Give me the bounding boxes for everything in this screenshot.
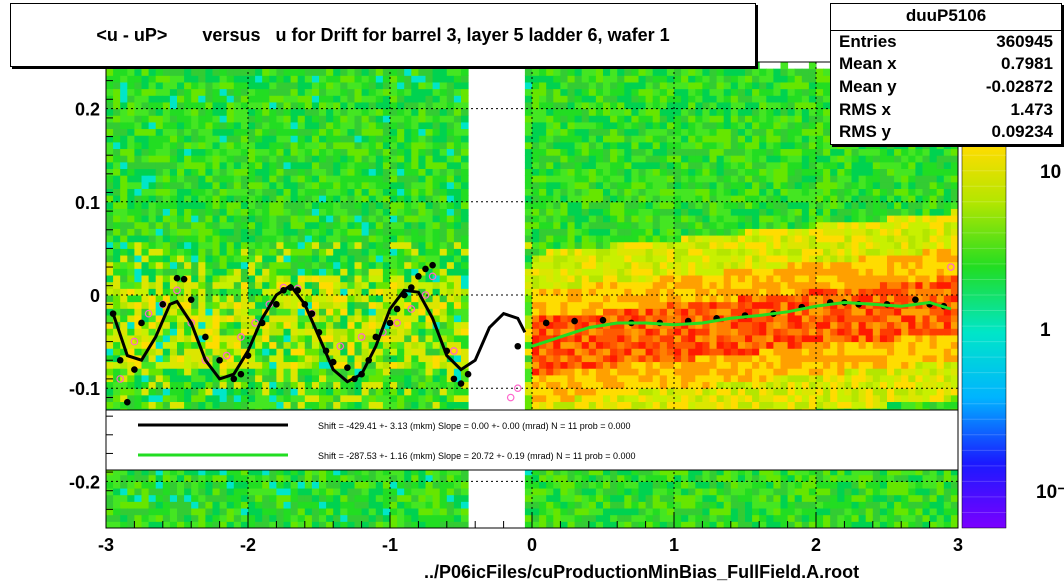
open-marker	[506, 393, 515, 402]
colorbar-bands	[962, 77, 1006, 513]
stats-title: duuP5106	[831, 6, 1061, 31]
profile-marker	[571, 317, 578, 325]
fit-legend-box	[105, 409, 959, 471]
open-marker	[144, 309, 153, 318]
profile-marker	[542, 319, 550, 327]
stats-box: duuP5106 Entries 360945 Mean x 0.7981 Mean…	[830, 3, 1062, 145]
open-marker	[336, 342, 345, 351]
profile-marker	[180, 275, 188, 283]
open-marker	[130, 337, 139, 346]
profile-marker	[202, 333, 209, 341]
x-tick-label: 3	[953, 535, 963, 555]
title-box: <u - uP> versus u for Drift for barrel 3…	[10, 3, 756, 67]
profile-marker	[422, 265, 429, 273]
open-marker	[407, 305, 416, 313]
profile-marker	[429, 261, 436, 269]
open-marker	[173, 286, 181, 295]
x-tick-label: -1	[382, 535, 398, 555]
y-tick-label: 0.2	[75, 100, 100, 120]
x-tick-label: -2	[240, 535, 256, 555]
open-marker	[513, 384, 522, 393]
y-tick-label: -0.1	[69, 379, 100, 399]
colorbar-tick-1: 1	[1040, 320, 1051, 341]
x-tick-label: 0	[527, 535, 537, 555]
profile-marker	[124, 398, 131, 406]
stats-row-rms-y: RMS y 0.09234	[839, 122, 1053, 141]
stats-row-mean-y: Mean y -0.02872	[839, 77, 1053, 96]
profile-marker	[464, 370, 472, 378]
stats-row-mean-x: Mean x 0.7981	[839, 54, 1053, 73]
profile-marker	[344, 364, 351, 371]
profile-marker	[599, 316, 607, 324]
chart-title: <u - uP> versus u for Drift for barrel 3…	[96, 25, 670, 45]
fit-legend-green-text: Shift = -287.53 +- 1.16 (mkm) Slope = 20…	[318, 451, 636, 461]
profile-marker	[450, 375, 458, 383]
open-marker	[251, 319, 259, 327]
open-marker	[428, 272, 437, 281]
profile-marker	[912, 296, 919, 303]
x-tick-label: 2	[811, 535, 821, 555]
y-tick-label: -0.2	[69, 472, 100, 492]
profile-marker	[138, 319, 145, 327]
open-marker	[421, 291, 430, 299]
profile-marker	[393, 305, 401, 313]
open-marker	[116, 375, 125, 383]
colorbar-tick-0.1: 10⁻¹	[1036, 482, 1064, 503]
fit-curve-green	[531, 300, 952, 348]
fit-legend-black-text: Shift = -429.41 +- 3.13 (mkm) Slope = 0.…	[318, 421, 631, 431]
axes: -3 -2 -1 0 1 2 3 -0.2 -0.1 0 0.1 0.2	[69, 61, 963, 555]
x-axis-label: ../P06icFiles/cuProductionMinBias_FullFi…	[424, 562, 860, 582]
profile-marker	[230, 375, 238, 383]
fit-curve-black	[111, 283, 527, 384]
profile-marker	[273, 301, 280, 308]
y-tick-label: 0	[90, 286, 100, 306]
x-tick-label: 1	[669, 535, 679, 555]
colorbar-tick-10: 10	[1040, 162, 1061, 183]
profile-marker	[457, 380, 465, 387]
profile-marker	[415, 273, 422, 280]
profile-marker	[386, 319, 394, 327]
open-marker	[237, 333, 245, 341]
profile-marker	[237, 370, 245, 378]
profile-marker	[408, 284, 415, 291]
grid-lines	[105, 62, 959, 528]
open-marker	[357, 333, 366, 341]
profile-marker	[173, 274, 181, 282]
open-marker	[393, 319, 401, 327]
profile-marker	[216, 356, 223, 364]
profile-marker	[159, 301, 167, 308]
open-marker	[450, 347, 458, 355]
x-tick-label: -3	[98, 535, 114, 555]
profile-marker	[131, 366, 138, 373]
profile-marker	[116, 356, 124, 364]
stats-row-rms-x: RMS x 1.473	[839, 100, 1053, 119]
profile-marker	[514, 342, 522, 350]
open-marker	[947, 263, 955, 271]
stats-row-entries: Entries 360945	[839, 32, 1053, 51]
profile-marker	[187, 296, 195, 303]
y-tick-label: 0.1	[75, 193, 100, 213]
heatmap-cells	[106, 62, 959, 529]
open-marker	[222, 351, 231, 360]
